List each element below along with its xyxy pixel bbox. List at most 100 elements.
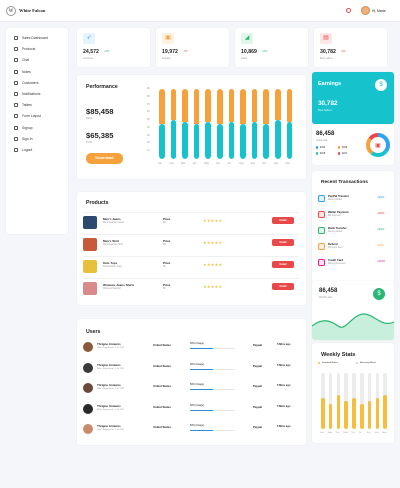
transaction-amount: +$500 <box>377 196 385 199</box>
legend-label: Recurring Marks <box>359 362 376 365</box>
price-value: $6 <box>163 244 166 246</box>
table-row: Thrigne Annums M8a • Registered • 1 Jul 2… <box>83 360 299 379</box>
sidebar-item-notes[interactable]: Notes <box>14 69 31 74</box>
transaction-name: PayPal Transfer <box>328 194 349 198</box>
weekly-day-label: Fri <box>359 432 362 434</box>
weekly-bar-fill <box>360 403 364 429</box>
sidebar-item-sign-in[interactable]: Sign In <box>14 136 33 141</box>
detail-button[interactable]: Detail <box>272 261 294 268</box>
weekly-bar-fill <box>344 401 348 429</box>
sidebar-item-notifications[interactable]: Notifications <box>14 92 40 96</box>
legend-label: Seasonal Bakes <box>321 362 338 365</box>
sidebar-item-customers[interactable]: Customers <box>14 80 39 85</box>
user-country: United States <box>153 425 171 429</box>
usage-progress-fill <box>190 389 213 391</box>
bar-segment-teal <box>251 122 258 159</box>
bar-segment-orange <box>159 89 165 124</box>
users-title: Users <box>86 329 101 335</box>
price-label: Price <box>163 217 171 221</box>
stat-card-customer: ➶ 24,572 +3% Customer <box>77 28 150 67</box>
sidebar-item-form-layout[interactable]: Form Layout <box>14 114 41 119</box>
table-row: Thrigne Annums M8a • Registered • 1 Jul 2… <box>83 339 299 358</box>
avatar[interactable] <box>361 6 370 15</box>
x-tick-label: Mar <box>181 162 186 165</box>
legend-dot <box>318 362 321 365</box>
transaction-name: Bank Transfer <box>328 226 347 230</box>
download-button[interactable]: Download <box>86 153 123 164</box>
bar-feb <box>170 89 177 159</box>
detail-button[interactable]: Detail <box>272 283 294 290</box>
user-meta: M8a • Registered • 1 Jul 2021 <box>97 347 125 349</box>
earnings-value: 30,782 <box>318 100 338 107</box>
user-country: United States <box>153 384 171 388</box>
bar-segment-teal <box>205 122 211 159</box>
weekly-day-label: Sun <box>320 432 324 434</box>
weekly-bar-thu <box>352 373 356 429</box>
transaction-subtitle: Bill Payment <box>328 215 341 217</box>
detail-button[interactable]: Detail <box>272 217 294 224</box>
performance-chart: 90 80 70 60 50 40 30 20 10 Jan Feb Mar Apr May Jun Jul A… <box>147 87 297 173</box>
sidebar-item-logout[interactable]: Logout <box>14 148 32 152</box>
user-usage: 50% (Usage) <box>190 342 204 345</box>
earnings-card: Earnings $ 30,782 Best Sellers <box>312 72 394 124</box>
legend-dot <box>316 146 319 149</box>
weekly-bar-mon <box>383 373 387 429</box>
sidebar-item-chat[interactable]: Chat <box>14 58 29 63</box>
sidebar-item-label: Customers <box>22 80 39 85</box>
weekly-stats-title: Weekly Stats <box>321 352 356 358</box>
weekly-day-label: Tue <box>335 432 340 434</box>
product-name: Men's Shirt <box>103 239 120 243</box>
yearly-sale-card: 86,458 Yearly sale ▣ 2014 2015 2016 2017 <box>312 124 394 165</box>
product-name: Kids Tops <box>103 261 118 265</box>
bar-segment-orange <box>251 89 258 123</box>
sidebar-item-sales-dashboard[interactable]: Sales Dashboard <box>14 36 48 40</box>
weekly-bar-fill <box>321 398 325 429</box>
product-image <box>83 216 97 229</box>
user-name: Thrigne Annums <box>97 383 121 387</box>
weekly-legend-item: Recurring Marks <box>356 362 376 365</box>
sidebar-item-icon <box>14 47 18 52</box>
bar-segment-teal <box>275 120 281 159</box>
sidebar-item-tables[interactable]: Tables <box>14 103 32 108</box>
yearly-sale-label: Yearly sale <box>316 139 328 142</box>
bar-segment-orange <box>170 89 177 121</box>
x-tick-label: Nov <box>274 162 279 165</box>
bar-segment-teal <box>217 124 223 159</box>
user-plan: Paypal <box>253 363 263 368</box>
search-icon[interactable] <box>346 8 351 13</box>
user-name: Thrigne Annums <box>97 424 121 428</box>
donut-segment-2015 <box>366 133 390 157</box>
user-greeting[interactable]: Hi, Maria <box>372 9 386 13</box>
products-card: Products Men's Jeans Mens Fashion Jeans Pr… <box>77 192 306 305</box>
usage-progress <box>190 430 235 432</box>
price-value: $6 <box>163 288 166 290</box>
usage-progress-fill <box>190 409 213 411</box>
weekly-day-label: Wed <box>343 432 348 434</box>
transaction-name: Wallet Payment <box>328 210 349 214</box>
user-name: Thrigne Annums <box>97 362 121 367</box>
transaction-amount: +$630 <box>377 212 385 215</box>
logo-icon[interactable]: W <box>6 6 16 16</box>
y-tick-label: 40 <box>147 125 150 129</box>
earnings-title: Earnings <box>318 81 342 87</box>
x-tick-label: Jan <box>158 162 162 165</box>
sidebar-item-signup[interactable]: Signup <box>14 125 33 130</box>
dollar-icon[interactable]: $ <box>373 288 385 300</box>
products-title: Products <box>86 200 109 206</box>
sidebar-item-products[interactable]: Products <box>14 47 35 52</box>
price-label: Price <box>163 283 171 287</box>
user-time: 5 Mins ago <box>277 343 291 346</box>
detail-button[interactable]: Detail <box>272 239 294 246</box>
transaction-subtitle: Money Reversed <box>328 263 346 265</box>
user-name: Thrigne Annums <box>97 342 121 346</box>
y-tick-label: 20 <box>147 141 150 145</box>
performance-card: Performance $85,458 Value $65,385 Profit… <box>77 75 306 179</box>
user-country: United States <box>153 363 171 368</box>
bar-segment-teal <box>240 124 246 159</box>
weekly-bar-tue <box>336 373 341 429</box>
stat-change: +3% <box>104 50 110 53</box>
user-usage: 50% (Usage) <box>190 424 204 427</box>
dollar-icon[interactable]: $ <box>375 79 387 91</box>
transaction-icon <box>318 195 325 202</box>
stat-card-sales: ◢ 10,869 +5% Sales <box>235 28 308 67</box>
